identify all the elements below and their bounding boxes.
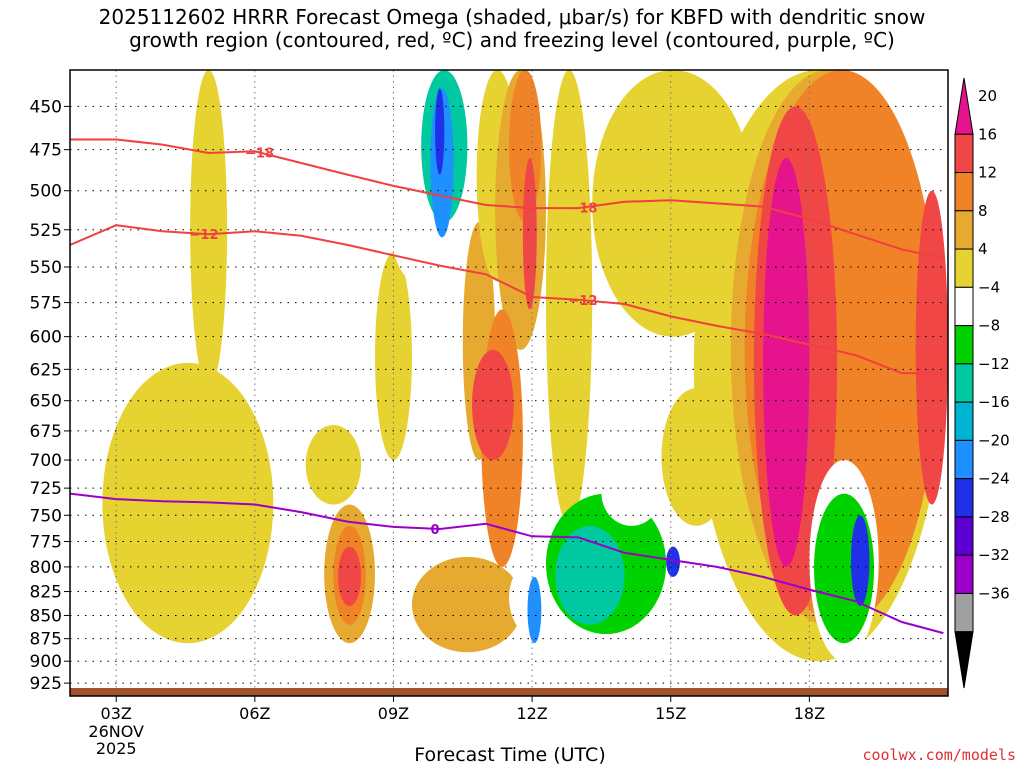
x-tick-label: 12Z — [516, 704, 547, 723]
y-tick-label: 500 — [30, 182, 62, 202]
colorbar-segment — [954, 439, 974, 480]
omega-region — [291, 536, 311, 679]
y-tick-label: 750 — [30, 506, 62, 526]
y-tick-label: 725 — [30, 479, 62, 499]
omega-region — [850, 515, 870, 606]
credit-text: coolwx.com/models — [862, 746, 1016, 764]
dgz-contour-minus12 — [70, 224, 944, 375]
omega-region — [435, 88, 445, 175]
colorbar-label: −16 — [978, 393, 1010, 411]
x-tick-label: 06Z — [239, 704, 270, 723]
y-tick-label: 525 — [30, 221, 62, 241]
y-tick-label: 550 — [30, 258, 62, 278]
colorbar-label: 12 — [978, 164, 997, 182]
omega-region — [379, 70, 417, 150]
x-date-label: 2025 — [96, 739, 137, 758]
plot-frame — [69, 69, 949, 697]
y-tick-label: 900 — [30, 652, 62, 672]
colorbar-segment — [954, 516, 974, 556]
y-tick-label: 825 — [30, 583, 62, 603]
freezing-level-contour-label: 0 — [431, 523, 440, 538]
omega-region — [555, 525, 625, 625]
omega-region — [915, 190, 948, 505]
omega-region — [527, 576, 542, 644]
y-tick-label: 450 — [30, 97, 62, 117]
chart-title: 2025112602 HRRR Forecast Omega (shaded, … — [98, 5, 926, 52]
y-tick-label: 575 — [30, 294, 62, 314]
omega-region — [763, 158, 810, 567]
x-tick-label: 18Z — [794, 704, 825, 723]
omega-region — [411, 556, 523, 653]
y-tick-label: 850 — [30, 606, 62, 626]
colorbar-label: −36 — [978, 585, 1010, 603]
y-tick-label: 650 — [30, 392, 62, 412]
colorbar-label: −20 — [978, 431, 1010, 449]
omega-region — [282, 141, 311, 223]
omega-region — [545, 70, 593, 526]
colorbar-segment — [954, 77, 974, 135]
dgz-contour-minus12-label: −12 — [190, 228, 219, 243]
colorbar-segment — [954, 554, 974, 594]
colorbar-label: −24 — [978, 470, 1010, 488]
colorbar-segment — [954, 478, 974, 518]
dgz-contour-minus18-label: −18 — [568, 202, 597, 217]
omega-region — [601, 460, 662, 526]
colorbar-segment — [954, 401, 974, 441]
omega-region — [102, 362, 274, 644]
omega-region — [190, 70, 228, 389]
x-date-label: 26NOV — [88, 722, 144, 741]
colorbar-segment — [954, 210, 974, 250]
colorbar-label: 8 — [978, 202, 988, 220]
colorbar-segment — [954, 172, 974, 212]
freezing-level-contour — [70, 492, 944, 635]
y-tick-label: 475 — [30, 141, 62, 161]
colorbar-segment — [954, 286, 974, 327]
colorbar-label: −4 — [978, 278, 1000, 296]
y-tick-label: 700 — [30, 451, 62, 471]
x-tick-label: 09Z — [378, 704, 409, 723]
x-axis-label: Forecast Time (UTC) — [414, 744, 606, 766]
omega-region — [305, 424, 362, 505]
x-tick-label: 03Z — [101, 704, 132, 723]
colorbar-segment — [954, 631, 974, 689]
colorbar-segment — [954, 363, 974, 403]
colorbar-segment — [954, 133, 974, 174]
y-tick-label: 775 — [30, 533, 62, 553]
colorbar-label: 20 — [978, 87, 997, 105]
y-tick-label: 925 — [30, 674, 62, 694]
colorbar-label: −32 — [978, 546, 1010, 564]
y-tick-label: 875 — [30, 630, 62, 650]
dgz-contour-minus12-label: −12 — [568, 294, 597, 309]
colorbar-label: −12 — [978, 355, 1010, 373]
y-tick-label: 600 — [30, 328, 62, 348]
omega-region — [338, 546, 362, 606]
omega-region — [661, 388, 731, 526]
colorbar-label: 16 — [978, 125, 997, 143]
y-tick-label: 625 — [30, 360, 62, 380]
omega-field — [102, 70, 948, 679]
colorbar-label: −28 — [978, 508, 1010, 526]
y-tick-label: 675 — [30, 422, 62, 442]
omega-region — [250, 190, 274, 425]
dgz-contour-minus18-label: −18 — [245, 147, 274, 162]
y-tick-label: 800 — [30, 558, 62, 578]
x-tick-label: 15Z — [655, 704, 686, 723]
terrain-strip — [70, 688, 948, 696]
colorbar-segment — [954, 248, 974, 288]
omega-region — [666, 546, 680, 577]
colorbar-label: −8 — [978, 317, 1000, 335]
colorbar-segment — [954, 325, 974, 365]
colorbar-segment — [954, 592, 974, 633]
dgz-contour-minus18 — [70, 138, 944, 260]
omega-region — [472, 349, 514, 461]
colorbar-label: 4 — [978, 240, 988, 258]
omega-region — [522, 158, 537, 310]
